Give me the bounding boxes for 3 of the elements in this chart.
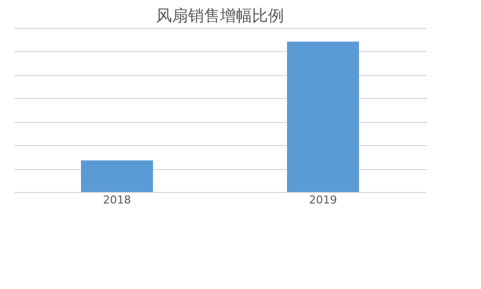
x-tick-label: 2019 — [309, 194, 337, 206]
chart-title: 风扇销售增幅比例 — [156, 6, 284, 25]
x-tick-label: 2018 — [103, 194, 131, 206]
